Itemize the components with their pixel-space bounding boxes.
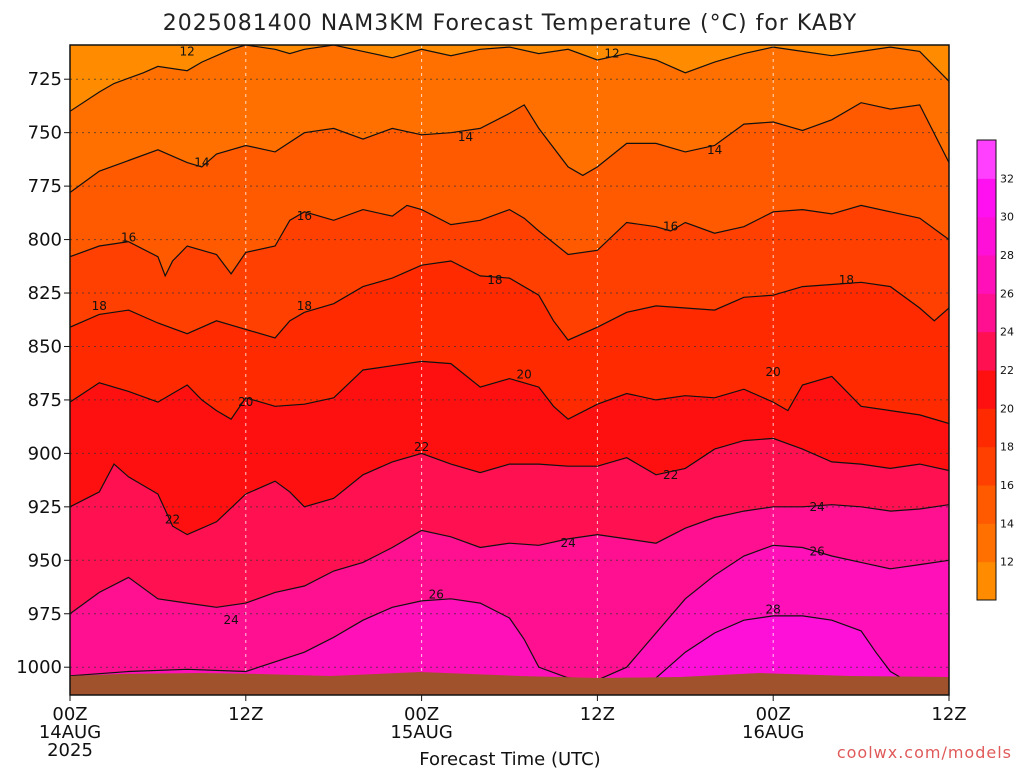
x-tick-date-24: 15AUG — [390, 722, 452, 743]
isotherm-label-18: 18 — [92, 299, 107, 313]
colorbar-swatch-5 — [977, 370, 996, 409]
x-tick-label-36: 12Z — [580, 704, 615, 725]
isotherm-label-22: 22 — [165, 513, 180, 527]
isotherm-20 — [70, 360, 949, 425]
y-tick-label-775: 775 — [28, 176, 62, 197]
colorbar-tick-26: 26 — [1000, 287, 1014, 300]
colorbar-tick-16: 16 — [1000, 479, 1014, 492]
isotherm-label-26: 26 — [429, 588, 444, 602]
y-tick-label-750: 750 — [28, 123, 62, 144]
isotherm-label-22: 22 — [414, 440, 429, 454]
colorbar-tick-30: 30 — [1000, 211, 1014, 224]
x-tick-label-12: 12Z — [228, 704, 263, 725]
x-tick-label-24: 00Z — [404, 704, 439, 725]
colorbar-swatch-11 — [977, 140, 996, 179]
y-tick-label-850: 850 — [28, 336, 62, 357]
colorbar-swatch-2 — [977, 485, 996, 524]
chart-title: 2025081400 NAM3KM Forecast Temperature (… — [163, 11, 857, 36]
colorbar-tick-20: 20 — [1000, 402, 1014, 415]
isotherm-label-16: 16 — [121, 230, 136, 244]
isotherm-label-14: 14 — [458, 130, 473, 144]
colorbar-swatch-8 — [977, 255, 996, 294]
y-tick-label-800: 800 — [28, 230, 62, 251]
isotherm-16 — [70, 204, 949, 278]
isotherm-labels: 12 12 14 14 14 16 16 16 18 18 18 18 20 20 20 22 22 22 24 24… — [92, 44, 854, 627]
isotherm-18 — [70, 260, 949, 341]
temperature-bands — [70, 45, 949, 695]
isotherm-label-18: 18 — [839, 273, 854, 287]
isotherm-label-16: 16 — [663, 220, 678, 234]
isotherm-lines — [70, 45, 949, 681]
colorbar-tick-14: 14 — [1000, 517, 1014, 530]
isotherm-label-16: 16 — [297, 209, 312, 223]
x-tick-date-0: 14AUG — [39, 722, 101, 743]
colorbar-swatch-7 — [977, 293, 996, 333]
y-tick-label-975: 975 — [28, 604, 62, 625]
isotherm-22 — [70, 437, 949, 536]
x-tick-label-48: 00Z — [756, 704, 791, 725]
isotherm-label-24: 24 — [560, 536, 575, 550]
isotherm-label-14: 14 — [707, 143, 722, 157]
x-tick-label-60: 12Z — [931, 704, 966, 725]
colorbar-tick-22: 22 — [1000, 364, 1014, 377]
colorbar-frame — [976, 139, 997, 601]
colorbar-swatch-6 — [977, 331, 996, 371]
colorbar-tick-28: 28 — [1000, 249, 1014, 262]
isotherm-label-18: 18 — [297, 299, 312, 313]
isotherm-12 — [70, 45, 949, 112]
terrain-ground — [70, 672, 949, 695]
colorbar-swatch-10 — [977, 178, 996, 218]
y-tick-label-1000: 1000 — [16, 657, 62, 678]
credit-text: coolwx.com/models — [837, 743, 1012, 762]
isotherm-label-18: 18 — [487, 273, 502, 287]
y-tick-label-825: 825 — [28, 283, 62, 304]
x-tick-date-48: 16AUG — [742, 722, 804, 743]
isotherm-28 — [655, 615, 906, 681]
x-axis-label: Forecast Time (UTC) — [419, 749, 600, 768]
isotherm-label-28: 28 — [766, 602, 781, 616]
colorbar: 12 14 16 18 20 22 24 26 28 30 32 — [976, 139, 1014, 601]
plot-frame — [69, 44, 950, 696]
isotherm-26 — [70, 544, 949, 681]
y-tick-label-950: 950 — [28, 550, 62, 571]
y-tick-label-925: 925 — [28, 497, 62, 518]
isotherm-label-12: 12 — [604, 47, 619, 61]
isotherm-label-14: 14 — [194, 156, 209, 170]
isotherm-24 — [70, 504, 949, 615]
isotherm-label-20: 20 — [517, 367, 532, 381]
plot-area: 12 12 14 14 14 16 16 16 18 18 18 18 20 20 20 22 22 22 24 24… — [70, 44, 949, 695]
colorbar-swatch-0 — [977, 561, 996, 601]
colorbar-tick-32: 32 — [1000, 172, 1014, 185]
isotherm-14 — [70, 102, 949, 193]
colorbar-swatch-4 — [977, 408, 996, 448]
isotherm-label-24: 24 — [224, 613, 239, 627]
y-tick-label-875: 875 — [28, 390, 62, 411]
isotherm-label-24: 24 — [810, 500, 825, 514]
x-tick-label-0: 00Z — [52, 704, 87, 725]
y-axis: 725 750 775 800 825 850 875 900 925 950 975 1000 — [16, 69, 70, 678]
colorbar-swatch-9 — [977, 216, 996, 256]
colorbar-swatch-1 — [977, 523, 996, 563]
y-tick-label-900: 900 — [28, 443, 62, 464]
isotherm-label-12: 12 — [180, 44, 195, 58]
isotherm-label-22: 22 — [663, 468, 678, 482]
isotherm-label-20: 20 — [766, 365, 781, 379]
colorbar-tick-12: 12 — [1000, 556, 1014, 569]
colorbar-swatch-3 — [977, 446, 996, 486]
colorbar-tick-24: 24 — [1000, 326, 1014, 339]
isotherm-label-20: 20 — [238, 395, 253, 409]
colorbar-tick-18: 18 — [1000, 441, 1014, 454]
isotherm-label-26: 26 — [810, 545, 825, 559]
y-tick-label-725: 725 — [28, 69, 62, 90]
x-tick-year-0: 2025 — [47, 740, 93, 761]
